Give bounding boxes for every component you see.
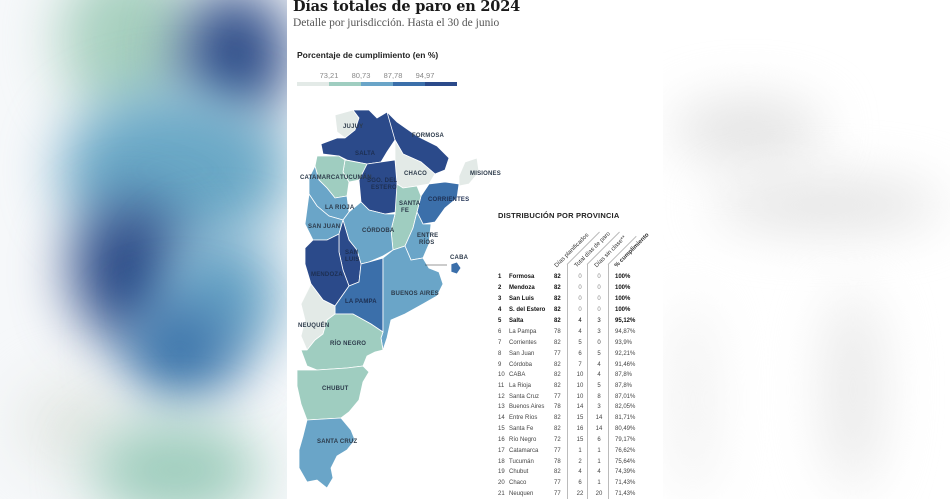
province-santa-cruz: [298, 417, 356, 489]
table-row: 12 Santa Cruz 77 10 8 87,01%: [498, 393, 636, 400]
label-entre-rios-line2: RÍOS: [419, 240, 435, 246]
label-jujuy: JUJUY: [343, 124, 364, 130]
label-san-luis-line1: SAN: [345, 250, 359, 256]
legend-tick: 80,73: [351, 71, 371, 80]
table-row: 15 Santa Fe 82 16 14 80,49%: [498, 426, 636, 432]
table-row: 11 La Rioja 82 10 5 87,8%: [498, 383, 633, 389]
table-row: 16 Río Negro 72 15 6 79,17%: [498, 437, 636, 443]
table-row: 5 Salta 82 4 3 95,12%: [498, 318, 636, 324]
province-caba: [450, 261, 462, 275]
table-row: 9 Córdoba 82 7 4 91,46%: [498, 361, 636, 368]
province-chubut: [296, 365, 370, 421]
table-row: 20 Chaco 77 6 1 71,43%: [498, 480, 636, 486]
label-san-luis-line2: LUIS: [345, 257, 360, 263]
table-row: 3 San Luis 82 0 0 100%: [498, 296, 631, 302]
label-sgo-estero-line1: SGO. DEL: [367, 178, 398, 184]
table-row: 21 Neuquen 77 22 20 71,43%: [498, 490, 636, 497]
label-la-rioja: LA RIOJA: [325, 205, 355, 211]
label-cordoba: CÓRDOBA: [362, 228, 395, 234]
label-santa-cruz: SANTA CRUZ: [317, 439, 358, 445]
table-row: 2 Mendoza 82 0 0 100%: [498, 285, 631, 291]
table-row: 8 San Juan 77 6 5 92,21%: [498, 350, 636, 357]
table-row: 4 S. del Estero 82 0 0 100%: [498, 307, 631, 313]
column-divider: [587, 264, 588, 499]
table-row: 1 Formosa 82 0 0 100%: [498, 274, 631, 280]
label-formosa: FORMOSA: [412, 133, 445, 139]
infographic-card: Días totales de paro en 2024 Detalle por…: [287, 0, 663, 499]
legend-tick: 73,21: [319, 71, 339, 80]
legend-tick: 94,97: [415, 71, 435, 80]
legend-swatch: [393, 82, 425, 86]
legend-tick: 87,78: [383, 71, 403, 80]
table-row: 17 Catamarca 77 1 1 76,62%: [498, 448, 636, 454]
table-row: 18 Tucumán 78 2 1 75,64%: [498, 458, 636, 465]
label-salta: SALTA: [355, 151, 376, 157]
table-title: DISTRIBUCIÓN POR PROVINCIA: [498, 211, 620, 220]
label-santa-fe-line1: SANTA: [399, 201, 421, 207]
label-buenos-aires: BUENOS AIRES: [391, 291, 439, 297]
label-sgo-estero-line2: ESTERO: [371, 185, 397, 191]
table-row: 7 Corrientes 82 5 0 93,9%: [498, 340, 633, 346]
table-row: 10 CABA 82 10 4 87,8%: [498, 372, 633, 378]
label-caba: CABA: [450, 255, 469, 261]
label-chaco: CHACO: [404, 171, 427, 177]
label-neuquen: NEUQUÉN: [298, 323, 330, 329]
label-corrientes: CORRIENTES: [428, 197, 470, 203]
column-divider: [567, 264, 568, 499]
label-san-juan: SAN JUAN: [308, 224, 341, 230]
label-tucuman: TUCUMÁN: [340, 175, 372, 181]
label-misiones: MISIONES: [470, 171, 501, 177]
label-rio-negro: RÍO NEGRO: [330, 341, 367, 347]
table-row: 13 Buenos Aires 78 14 3 82,05%: [498, 404, 636, 410]
legend-swatch: [297, 82, 329, 86]
legend-swatch: [329, 82, 361, 86]
label-catamarca: CATAMARCA: [300, 175, 340, 181]
page-subtitle: Detalle por jurisdicción. Hasta el 30 de…: [293, 17, 500, 29]
label-chubut: CHUBUT: [322, 386, 349, 392]
column-divider: [608, 264, 609, 499]
table-row: 19 Chubut 82 4 4 74,39%: [498, 469, 636, 475]
legend-ticks: 73,21 80,73 87,78 94,97: [297, 71, 457, 81]
blurred-background-left: [0, 0, 287, 499]
blurred-background-right: [663, 0, 950, 499]
label-la-pampa: LA PAMPA: [345, 299, 377, 305]
label-santa-fe-line2: FE: [401, 208, 410, 214]
table-row: 6 La Pampa 78 4 3 94,87%: [498, 329, 636, 335]
label-entre-rios-line1: ENTRE: [417, 233, 439, 239]
argentina-choropleth-map: JUJUY FORMOSA SALTA CATAMARCA TUCUMÁN SG…: [287, 100, 507, 499]
legend-color-scale: [297, 82, 457, 86]
page-title: Días totales de paro en 2024: [293, 0, 520, 15]
province-misiones: [458, 157, 480, 187]
legend-title: Porcentaje de cumplimiento (en %): [297, 50, 439, 60]
legend-swatch: [361, 82, 393, 86]
legend-swatch: [425, 82, 457, 86]
label-mendoza: MENDOZA: [311, 272, 343, 278]
table-row: 14 Entre Ríos 82 15 14 81,71%: [498, 415, 636, 421]
column-header-dias-planificados: Días planificados: [553, 232, 591, 269]
province-buenos-aires: [380, 245, 444, 351]
